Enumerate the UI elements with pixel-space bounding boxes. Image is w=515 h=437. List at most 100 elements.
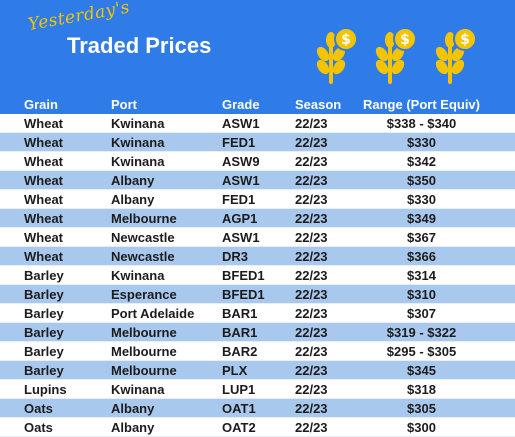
table-row: Wheat Albany FED1 22/23 $330 [0, 190, 515, 209]
column-header-season: Season [295, 97, 342, 112]
table-row: Wheat Newcastle DR3 22/23 $366 [0, 247, 515, 266]
page-title: Traded Prices [67, 33, 212, 58]
table-row: Lupins Kwinana LUP1 22/23 $318 [0, 380, 515, 399]
cell-grain: Wheat [24, 192, 63, 207]
cell-price-range: $345 [407, 363, 436, 378]
price-table: Wheat Kwinana ASW1 22/23 $338 - $340 Wheat Kwi… [0, 114, 515, 437]
cell-grade: ASW9 [222, 154, 260, 169]
cell-price-range: $349 [407, 211, 436, 226]
cell-port: Port Adelaide [111, 306, 195, 321]
cell-grade: OAT1 [222, 401, 256, 416]
cell-grain: Barley [24, 306, 64, 321]
table-row: Barley Port Adelaide BAR1 22/23 $307 [0, 304, 515, 323]
cell-price-range: $366 [407, 249, 436, 264]
cell-season: 22/23 [295, 363, 328, 378]
cell-grain: Barley [24, 268, 64, 283]
cell-season: 22/23 [295, 420, 328, 435]
cell-grade: LUP1 [222, 382, 256, 397]
column-header-range: Range (Port Equiv) [362, 97, 480, 112]
cell-grain: Barley [24, 325, 64, 340]
cell-port: Esperance [111, 287, 177, 302]
cell-port: Kwinana [111, 382, 165, 397]
cell-price-range: $300 [407, 420, 436, 435]
cell-price-range: $307 [407, 306, 436, 321]
cell-price-range: $318 [407, 382, 436, 397]
cell-grade: DR3 [222, 249, 249, 264]
cell-port: Albany [111, 420, 155, 435]
cell-port: Newcastle [111, 249, 175, 264]
cell-price-range: $314 [407, 268, 436, 283]
cell-grade: FED1 [222, 135, 256, 150]
cell-grade: BFED1 [222, 268, 265, 283]
cell-price-range: $319 - $322 [386, 325, 457, 340]
cell-grain: Lupins [24, 382, 67, 397]
column-header-grain: Grain [24, 97, 58, 112]
cell-port: Melbourne [111, 363, 177, 378]
cell-port: Albany [111, 173, 155, 188]
cell-price-range: $330 [407, 192, 436, 207]
cell-grade: OAT2 [222, 420, 256, 435]
cell-price-range: $367 [407, 230, 436, 245]
cell-price-range: $295 - $305 [386, 344, 457, 359]
column-header-grade: Grade [222, 97, 260, 112]
cell-grain: Oats [24, 420, 53, 435]
cell-grain: Barley [24, 363, 64, 378]
cell-grade: PLX [222, 363, 248, 378]
cell-season: 22/23 [295, 325, 328, 340]
cell-price-range: $350 [407, 173, 436, 188]
cell-grain: Oats [24, 401, 53, 416]
header-banner: Yesterday's Traded Prices $ [0, 0, 515, 95]
cell-grain: Wheat [24, 249, 63, 264]
cell-price-range: $338 - $340 [386, 116, 457, 131]
cell-price-range: $310 [407, 287, 436, 302]
cell-season: 22/23 [295, 135, 328, 150]
table-row: Barley Melbourne PLX 22/23 $345 [0, 361, 515, 380]
cell-grade: ASW1 [222, 230, 260, 245]
cell-season: 22/23 [295, 116, 328, 131]
svg-text:$: $ [400, 32, 410, 48]
cell-grain: Wheat [24, 135, 63, 150]
cell-grade: ASW1 [222, 116, 260, 131]
cell-grain: Wheat [24, 173, 63, 188]
table-row: Oats Albany OAT1 22/23 $305 [0, 399, 515, 418]
cell-season: 22/23 [295, 211, 328, 226]
cell-season: 22/23 [295, 401, 328, 416]
table-row: Wheat Kwinana FED1 22/23 $330 [0, 133, 515, 152]
wheat-coin-icon: $ [375, 27, 417, 84]
cell-season: 22/23 [295, 154, 328, 169]
cell-season: 22/23 [295, 268, 328, 283]
cell-grain: Wheat [24, 116, 63, 131]
table-row: Wheat Albany ASW1 22/23 $350 [0, 171, 515, 190]
cell-port: Kwinana [111, 116, 165, 131]
table-row: Barley Kwinana BFED1 22/23 $314 [0, 266, 515, 285]
table-row: Barley Esperance BFED1 22/23 $310 [0, 285, 515, 304]
cell-grain: Wheat [24, 211, 63, 226]
cell-grade: BAR1 [222, 325, 258, 340]
cell-season: 22/23 [295, 173, 328, 188]
cell-grade: AGP1 [222, 211, 258, 226]
cell-grain: Barley [24, 287, 64, 302]
table-row: Wheat Kwinana ASW9 22/23 $342 [0, 152, 515, 171]
cell-port: Albany [111, 192, 155, 207]
cell-season: 22/23 [295, 382, 328, 397]
cell-port: Melbourne [111, 344, 177, 359]
cell-port: Melbourne [111, 211, 177, 226]
cell-grade: ASW1 [222, 173, 260, 188]
cell-season: 22/23 [295, 306, 328, 321]
cell-grade: BFED1 [222, 287, 265, 302]
table-row: Oats Albany OAT2 22/23 $300 [0, 418, 515, 437]
table-row: Wheat Kwinana ASW1 22/23 $338 - $340 [0, 114, 515, 133]
cell-port: Newcastle [111, 230, 175, 245]
cell-grade: BAR1 [222, 306, 258, 321]
cell-port: Kwinana [111, 135, 165, 150]
svg-text:$: $ [341, 32, 351, 48]
table-row: Wheat Newcastle ASW1 22/23 $367 [0, 228, 515, 247]
cell-port: Kwinana [111, 154, 165, 169]
svg-text:$: $ [460, 32, 470, 48]
table-header: Grain Port Grade Season Range (Port Equi… [0, 95, 515, 114]
cell-grain: Wheat [24, 230, 63, 245]
wheat-coin-icon: $ [435, 27, 477, 84]
wheat-coin-icon: $ [316, 27, 358, 84]
cell-price-range: $342 [407, 154, 436, 169]
